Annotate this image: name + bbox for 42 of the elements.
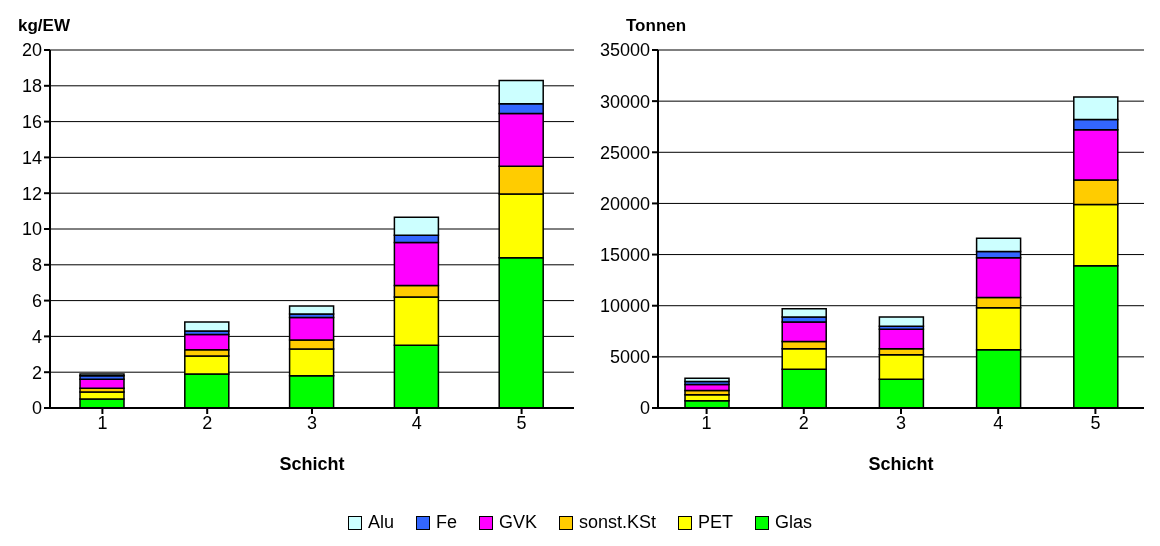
legend-label: Glas (775, 512, 813, 533)
y-tick-label: 6 (31, 290, 42, 311)
legend-label: GVK (498, 512, 537, 533)
x-tick-label: 3 (895, 412, 907, 433)
y-tick-label: 0 (31, 398, 42, 419)
x-axis-title: Schicht (279, 454, 345, 474)
bar (184, 321, 230, 332)
x-tick-label: 2 (798, 412, 809, 433)
y-tick-label: 18 (21, 76, 42, 97)
y-tick-label: 20 (21, 40, 42, 61)
bar (288, 305, 335, 315)
legend-label: PET (698, 512, 734, 533)
x-tick-label: 5 (516, 412, 527, 433)
legend-label: Alu (367, 512, 394, 533)
x-tick-label: 2 (202, 412, 213, 433)
y-axis-title: kg/EW (18, 16, 70, 36)
y-tick-label: 12 (21, 183, 42, 204)
y-tick-label: 10 (21, 219, 42, 240)
x-tick-label: 3 (306, 412, 318, 433)
x-tick-label: 4 (411, 412, 422, 433)
y-tick-label: 4 (31, 326, 42, 347)
y-tick-label: 5000 (609, 347, 650, 368)
y-tick-label: 2 (31, 362, 42, 383)
y-tick-label: 16 (21, 111, 42, 132)
y-tick-label: 25000 (599, 142, 650, 163)
bar (878, 316, 925, 327)
y-tick-label: 14 (21, 147, 42, 168)
y-tick-label: 15000 (599, 244, 650, 265)
x-tick-label: 5 (1090, 412, 1101, 433)
legend-label: sonst.KSt (578, 512, 657, 533)
y-tick-label: 30000 (599, 91, 650, 112)
y-tick-label: 10000 (599, 296, 650, 317)
y-tick-label: 35000 (599, 40, 650, 61)
y-tick-label: 20000 (599, 193, 650, 214)
x-tick-label: 1 (97, 412, 108, 433)
legend-label: Fe (435, 512, 457, 533)
y-axis-title: Tonnen (626, 16, 687, 36)
y-tick-label: 8 (31, 255, 42, 276)
x-axis-title: Schicht (868, 454, 934, 474)
x-tick-label: 4 (993, 412, 1004, 433)
x-tick-label: 1 (701, 412, 712, 433)
y-tick-label: 0 (639, 398, 650, 419)
